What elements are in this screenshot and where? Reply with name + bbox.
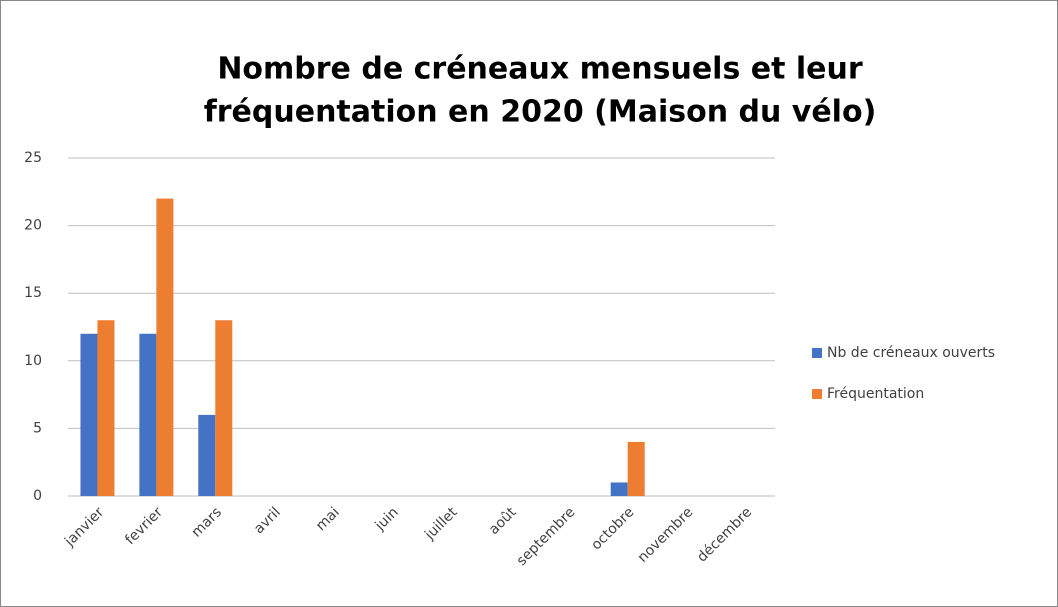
bar: [198, 414, 216, 496]
bar: [215, 320, 233, 496]
bar: [97, 320, 115, 496]
legend-swatch: [812, 389, 822, 399]
y-tick-label: 15: [24, 285, 42, 301]
legend-swatch: [812, 348, 822, 358]
legend-label: Nb de créneaux ouverts: [827, 345, 995, 361]
y-tick-label: 0: [33, 488, 42, 504]
bar: [627, 441, 645, 496]
bar: [610, 482, 628, 496]
bar: [156, 198, 174, 496]
y-tick-label: 5: [33, 420, 42, 436]
y-tick-label: 20: [24, 218, 42, 234]
y-tick-label: 10: [24, 353, 42, 369]
legend-label: Fréquentation: [827, 386, 924, 402]
bar: [80, 333, 98, 496]
chart-title: fréquentation en 2020 (Maison du vélo): [204, 95, 877, 130]
chart-title: Nombre de créneaux mensuels et leur: [217, 52, 863, 87]
bar: [139, 333, 157, 496]
y-tick-label: 25: [24, 150, 42, 166]
